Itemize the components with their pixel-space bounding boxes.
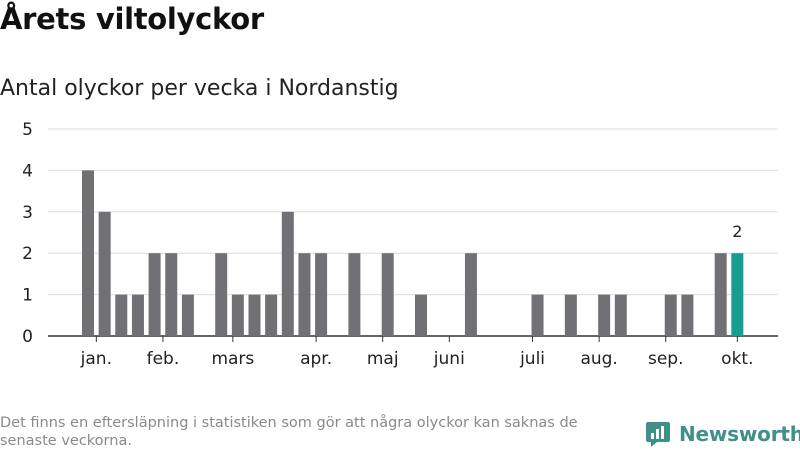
bar <box>248 294 261 336</box>
x-tick-label: juni <box>433 349 465 369</box>
bar <box>381 253 394 336</box>
brand-name: Newsworthy <box>679 422 800 446</box>
bar <box>281 211 294 336</box>
bar <box>265 294 278 336</box>
bar <box>598 294 611 336</box>
bar <box>664 294 677 336</box>
bar <box>531 294 544 336</box>
bar <box>564 294 577 336</box>
x-tick-label: juli <box>519 349 545 369</box>
x-tick-label: apr. <box>300 349 332 369</box>
x-tick-label: okt. <box>721 349 753 369</box>
y-tick-label: 0 <box>22 327 33 347</box>
bar <box>298 253 311 336</box>
y-tick-label: 1 <box>22 286 33 306</box>
y-tick-label: 2 <box>22 244 33 264</box>
bar <box>315 253 328 336</box>
x-tick-label: sep. <box>648 349 684 369</box>
y-tick-label: 5 <box>22 120 33 140</box>
bar <box>181 294 194 336</box>
bar <box>681 294 694 336</box>
x-tick-label: maj <box>367 349 399 369</box>
x-tick-label: feb. <box>147 349 180 369</box>
x-tick-label: jan. <box>80 349 112 369</box>
bar <box>714 253 727 336</box>
bar <box>231 294 244 336</box>
chart-title: Årets viltolyckor <box>0 2 264 36</box>
bar <box>131 294 144 336</box>
data-label: 2 <box>732 222 742 241</box>
footnote: Det finns en eftersläpning i statistiken… <box>0 415 578 449</box>
y-tick-label: 3 <box>22 203 33 223</box>
bar-chart: 0 1 2 3 4 5 2 jan. feb. mars apr. maj juni juli aug. se… <box>22 120 778 369</box>
bar <box>215 253 228 336</box>
bar <box>165 253 178 336</box>
bar <box>82 170 94 336</box>
bar <box>98 211 111 336</box>
newsworthy-logo-icon <box>646 422 670 447</box>
brand: Newsworthy <box>645 420 800 448</box>
bar <box>614 294 627 336</box>
bar <box>115 294 128 336</box>
bar-highlight <box>731 253 744 336</box>
y-tick-label: 4 <box>22 161 33 181</box>
bar <box>348 253 361 336</box>
bar <box>464 253 477 336</box>
bar <box>148 253 161 336</box>
x-tick-label: mars <box>211 349 254 369</box>
chart-subtitle: Antal olyckor per vecka i Nordanstig <box>0 76 399 101</box>
x-tick-label: aug. <box>580 349 617 369</box>
bar <box>415 294 427 336</box>
